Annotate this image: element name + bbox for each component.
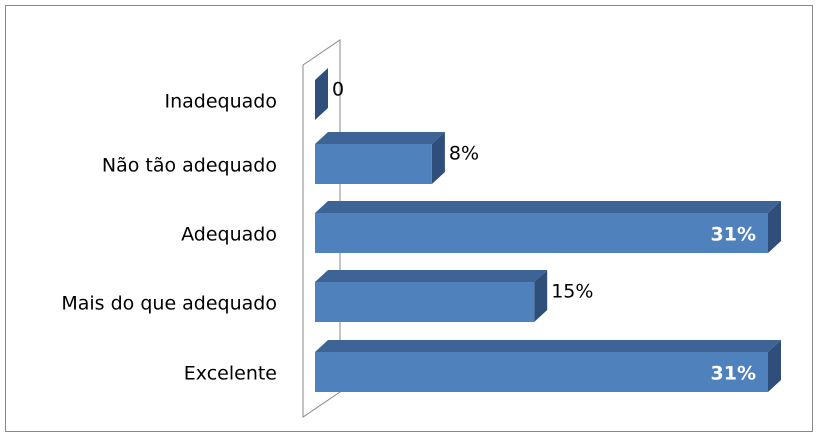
category-label: Mais do que adequado <box>61 293 277 315</box>
category-label: Não tão adequado <box>102 155 277 177</box>
bar-side <box>431 132 445 184</box>
value-label: 0 <box>332 79 344 101</box>
value-label: 15% <box>551 281 593 303</box>
value-label: 31% <box>711 363 756 385</box>
bar <box>315 352 768 392</box>
bar-top <box>315 132 445 144</box>
bar-top <box>315 270 548 282</box>
bar-top <box>315 201 781 213</box>
value-label: 8% <box>449 143 479 165</box>
bar-side <box>768 201 781 253</box>
bar-side <box>534 270 548 322</box>
category-label: Inadequado <box>165 91 277 113</box>
category-label: Adequado <box>181 224 277 246</box>
bar-top <box>315 340 781 352</box>
bar <box>315 144 432 184</box>
value-label: 31% <box>711 224 756 246</box>
bar-side <box>768 340 781 392</box>
category-label: Excelente <box>184 363 277 385</box>
bar <box>315 213 768 253</box>
bar <box>315 282 535 322</box>
bar-side <box>315 68 328 120</box>
